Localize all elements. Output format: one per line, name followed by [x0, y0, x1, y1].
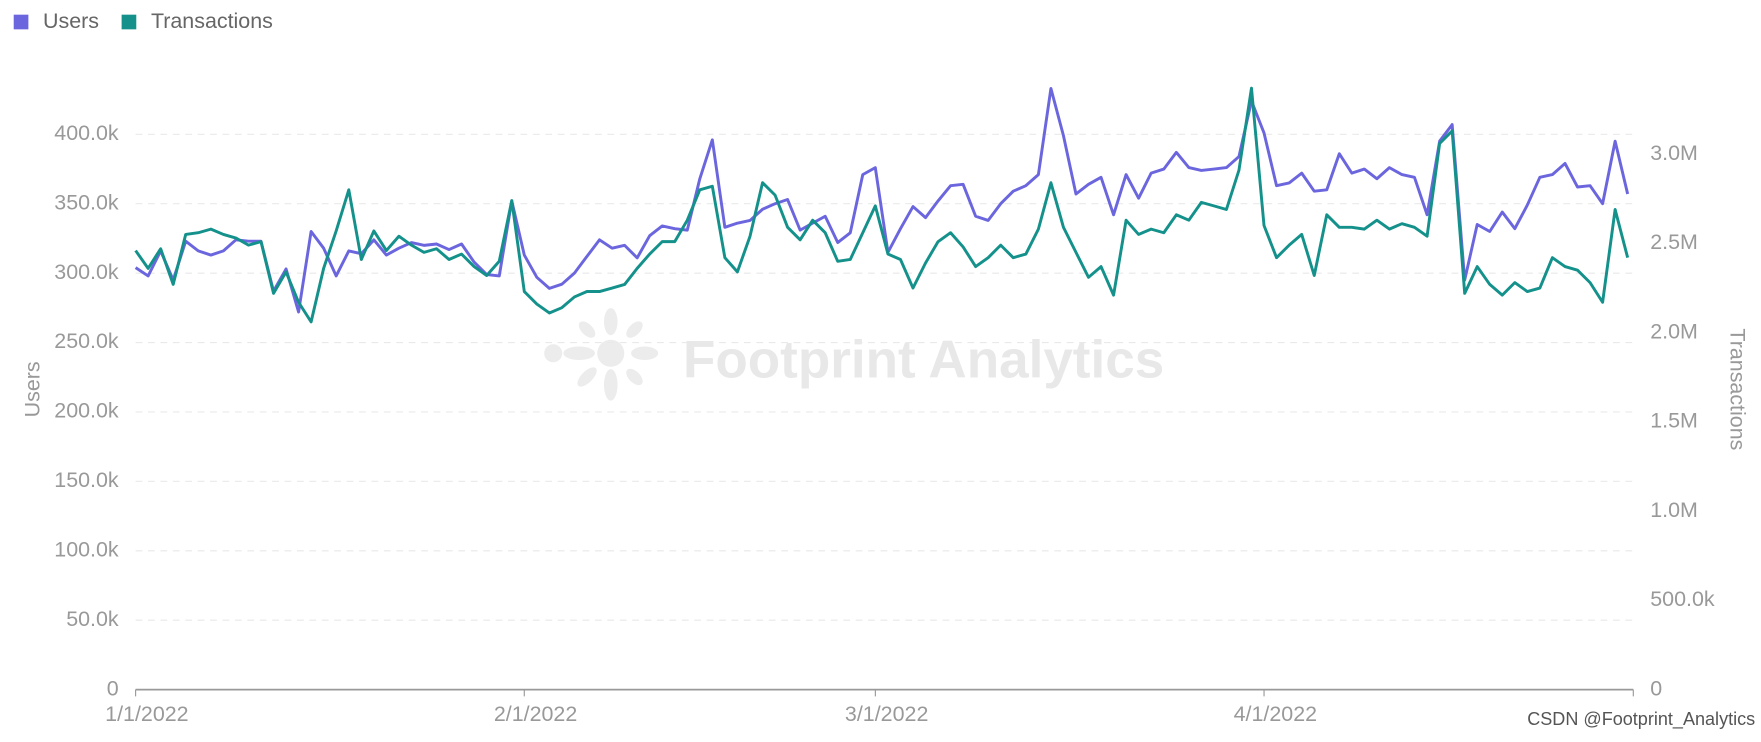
- legend-label: Users: [43, 9, 99, 33]
- y2-tick-label: 500.0k: [1650, 587, 1715, 611]
- series-line: [134, 86, 1630, 324]
- y-tick-label: 400.0k: [54, 121, 119, 145]
- y-tick-label: 350.0k: [54, 190, 119, 214]
- x-tick-label: 1/1/2022: [105, 702, 188, 726]
- legend-swatch: [13, 14, 29, 30]
- credit: CSDN @Footprint_Analytics: [1527, 709, 1755, 730]
- y-tick-label: 50.0k: [66, 607, 119, 631]
- y2-tick-label: 1.0M: [1650, 498, 1698, 522]
- y-tick-label: 150.0k: [54, 468, 119, 492]
- y-tick-label: 0: [107, 676, 119, 700]
- y2-tick-label: 3.0M: [1650, 141, 1698, 165]
- y-tick-label: 250.0k: [54, 329, 119, 353]
- x-tick-label: 3/1/2022: [845, 702, 928, 726]
- watermark: [544, 308, 659, 401]
- y2-tick-label: 2.5M: [1650, 230, 1698, 254]
- watermark-text: Footprint Analytics: [683, 330, 1164, 389]
- y2-tick-label: 0: [1650, 676, 1662, 700]
- x-tick-label: 4/1/2022: [1234, 702, 1317, 726]
- y2-axis-title: Transactions: [1725, 328, 1749, 450]
- x-tick-label: 2/1/2022: [494, 702, 577, 726]
- y-axis-title: Users: [21, 361, 45, 417]
- legend-label: Transactions: [151, 9, 273, 33]
- y-tick-label: 100.0k: [54, 537, 119, 561]
- legend-swatch: [121, 14, 137, 30]
- y2-tick-label: 2.0M: [1650, 319, 1698, 343]
- y-tick-label: 200.0k: [54, 399, 119, 423]
- series-line: [134, 87, 1630, 314]
- y-tick-label: 300.0k: [54, 260, 119, 284]
- y2-tick-label: 1.5M: [1650, 409, 1698, 433]
